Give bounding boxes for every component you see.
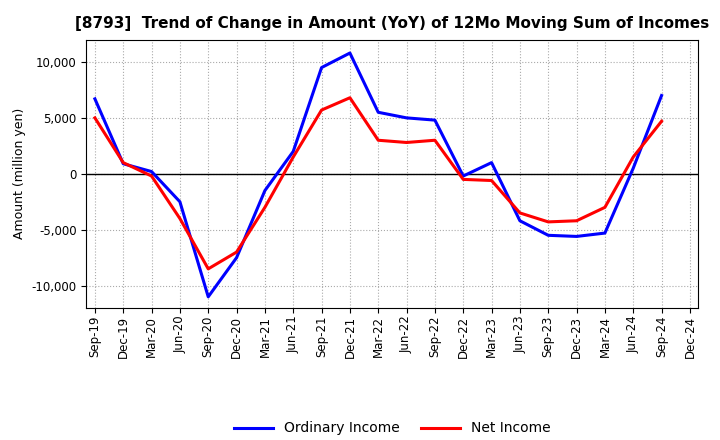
Ordinary Income (91, 96, 99, 102)
Ordinary Income (516, 218, 524, 224)
Net Income (261, 205, 269, 210)
Net Income (431, 138, 439, 143)
Net Income (487, 178, 496, 183)
Net Income (374, 138, 382, 143)
Net Income (657, 119, 666, 124)
Ordinary Income (261, 188, 269, 193)
Ordinary Income (119, 161, 127, 166)
Net Income (346, 95, 354, 100)
Ordinary Income (657, 93, 666, 98)
Ordinary Income (487, 160, 496, 165)
Ordinary Income (629, 165, 637, 171)
Net Income (516, 210, 524, 216)
Net Income (176, 216, 184, 221)
Ordinary Income (289, 149, 297, 154)
Net Income (289, 154, 297, 160)
Net Income (572, 218, 581, 224)
Net Income (402, 140, 411, 145)
Net Income (119, 160, 127, 165)
Net Income (91, 115, 99, 121)
Ordinary Income (572, 234, 581, 239)
Net Income (544, 219, 552, 224)
Line: Ordinary Income: Ordinary Income (95, 53, 662, 297)
Legend: Ordinary Income, Net Income: Ordinary Income, Net Income (229, 415, 556, 440)
Ordinary Income (431, 117, 439, 123)
Y-axis label: Amount (million yen): Amount (million yen) (13, 108, 26, 239)
Title: [8793]  Trend of Change in Amount (YoY) of 12Mo Moving Sum of Incomes: [8793] Trend of Change in Amount (YoY) o… (76, 16, 709, 32)
Net Income (148, 173, 156, 179)
Net Income (233, 249, 241, 255)
Line: Net Income: Net Income (95, 98, 662, 269)
Ordinary Income (600, 231, 609, 236)
Ordinary Income (374, 110, 382, 115)
Ordinary Income (233, 255, 241, 260)
Net Income (204, 266, 212, 271)
Ordinary Income (204, 294, 212, 300)
Net Income (318, 107, 326, 113)
Ordinary Income (176, 199, 184, 205)
Ordinary Income (318, 65, 326, 70)
Ordinary Income (148, 169, 156, 174)
Net Income (629, 154, 637, 160)
Net Income (600, 205, 609, 210)
Ordinary Income (346, 50, 354, 55)
Ordinary Income (544, 233, 552, 238)
Net Income (459, 177, 467, 182)
Ordinary Income (402, 115, 411, 121)
Ordinary Income (459, 173, 467, 179)
